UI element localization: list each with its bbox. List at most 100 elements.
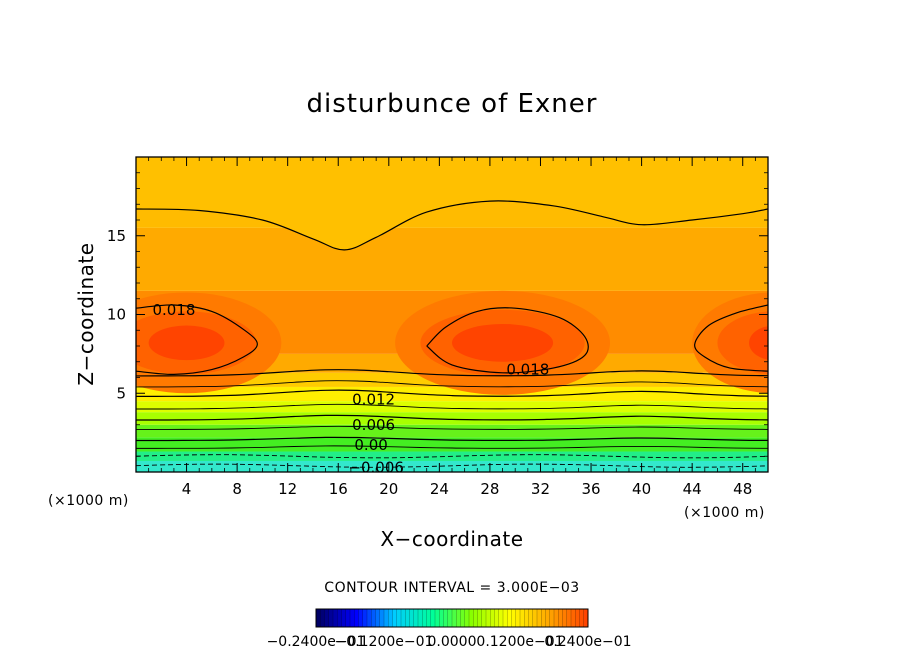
colorbar-swatch	[566, 609, 572, 627]
colorbar-swatch	[503, 609, 508, 627]
x-axis-unit: (×1000 m)	[684, 505, 765, 521]
y-axis-label: Z−coordinate	[74, 242, 98, 385]
colorbar-swatch	[439, 609, 444, 627]
x-tick-label: 16	[329, 480, 348, 498]
colorbar-swatch	[545, 609, 551, 627]
colorbar-swatch	[490, 609, 495, 627]
colorbar-swatch	[426, 609, 432, 627]
contour-label: 0.018	[152, 301, 195, 319]
contour-field	[136, 157, 768, 472]
y-axis: 5 10 15	[107, 172, 768, 457]
colorbar-swatch	[413, 609, 419, 627]
contour-line	[136, 445, 768, 449]
x-tick-label: 28	[480, 480, 499, 498]
maximum-zone	[148, 325, 225, 361]
chart-title: disturbunce of Exner	[307, 89, 598, 119]
x-tick-label: 48	[733, 480, 752, 498]
contour-label: −0.006	[348, 458, 404, 476]
contour-band	[136, 227, 768, 291]
colorbar-swatch	[537, 609, 542, 627]
colorbar-swatch	[379, 609, 385, 627]
colorbar-swatch	[358, 609, 364, 627]
x-tick-label: 36	[581, 480, 600, 498]
colorbar-swatch	[515, 609, 521, 627]
colorbar-tick-label: −0.1200e−01	[335, 634, 434, 650]
colorbar-swatch	[549, 609, 555, 627]
contour-band	[136, 401, 768, 413]
colorbar-swatch	[579, 609, 585, 627]
colorbar-swatch	[388, 609, 393, 627]
colorbar-swatch	[456, 609, 461, 627]
colorbar-swatch	[452, 609, 457, 627]
y-tick-label: 10	[107, 306, 126, 324]
colorbar-swatch	[575, 609, 580, 627]
colorbar-swatch	[481, 609, 487, 627]
x-tick-label: 4	[182, 480, 192, 498]
x-tick-label: 44	[683, 480, 702, 498]
x-axis: 4 8 12 16 20 24 28 32 36 40 44 48	[148, 157, 756, 498]
x-tick-label: 12	[278, 480, 297, 498]
contour-band	[136, 157, 768, 250]
colorbar-swatch	[392, 609, 398, 627]
contour-band	[136, 460, 768, 472]
colorbar-swatch	[362, 609, 368, 627]
contour-line	[136, 403, 768, 410]
colorbar-swatch	[554, 609, 559, 627]
contour-label: 0.006	[352, 416, 395, 434]
colorbar	[315, 608, 589, 628]
contour-label: 0.018	[506, 361, 549, 379]
contour-label: 0.012	[352, 391, 395, 409]
contour-line	[136, 200, 768, 251]
colorbar-frame	[315, 608, 589, 628]
colorbar-tick-label: 0.1200e−01	[476, 634, 563, 650]
colorbar-swatch	[473, 609, 478, 627]
maximum-zone	[717, 311, 768, 375]
colorbar-swatch	[477, 609, 483, 627]
colorbar-swatch	[464, 609, 470, 627]
colorbar-swatch	[571, 609, 576, 627]
colorbar-swatch	[541, 609, 546, 627]
contour-interval-note: CONTOUR INTERVAL = 3.000E−03	[324, 580, 579, 596]
contour-line	[136, 425, 768, 430]
colorbar-swatch	[328, 609, 334, 627]
contour-line-0.018	[426, 307, 589, 374]
colorbar-swatch	[405, 609, 410, 627]
contour-line	[136, 389, 768, 397]
y-axis-unit: (×1000 m)	[48, 493, 129, 509]
colorbar-swatch	[401, 609, 406, 627]
colorbar-tick-label: −0.2400e−01	[267, 634, 366, 650]
colorbar-tick-label: 0.0000	[428, 634, 477, 650]
maximum-zone	[749, 326, 768, 360]
colorbar-swatch	[486, 609, 491, 627]
colorbar-swatch	[316, 609, 321, 627]
contour-band	[136, 437, 768, 452]
colorbar-swatch	[532, 609, 538, 627]
colorbar-swatch	[494, 609, 500, 627]
colorbar-tick-label: 0.2400e−01	[544, 634, 631, 650]
x-tick-label: 8	[232, 480, 242, 498]
colorbar-swatch	[435, 609, 440, 627]
contour-line-negative	[136, 463, 768, 468]
x-tick-label: 20	[379, 480, 398, 498]
colorbar-swatch	[422, 609, 427, 627]
colorbar-swatch	[520, 609, 525, 627]
colorbar-swatch	[528, 609, 534, 627]
colorbar-swatch	[337, 609, 342, 627]
x-axis-label: X−coordinate	[380, 527, 523, 551]
maximum-zone	[452, 323, 554, 362]
x-tick-label: 24	[430, 480, 449, 498]
colorbar-swatch	[418, 609, 423, 627]
colorbar-swatch	[371, 609, 376, 627]
colorbar-swatch	[345, 609, 351, 627]
contour-line-0.018	[136, 304, 258, 376]
colorbar-swatch	[333, 609, 338, 627]
colorbar-swatch	[367, 609, 372, 627]
colorbar-swatch	[324, 609, 330, 627]
contour-band	[136, 424, 768, 438]
colorbar-swatch	[524, 609, 529, 627]
colorbar-swatch	[469, 609, 474, 627]
colorbar-swatch	[562, 609, 568, 627]
colorbar-swatch	[498, 609, 504, 627]
y-tick-label: 5	[116, 384, 126, 402]
contour-line	[136, 380, 768, 388]
